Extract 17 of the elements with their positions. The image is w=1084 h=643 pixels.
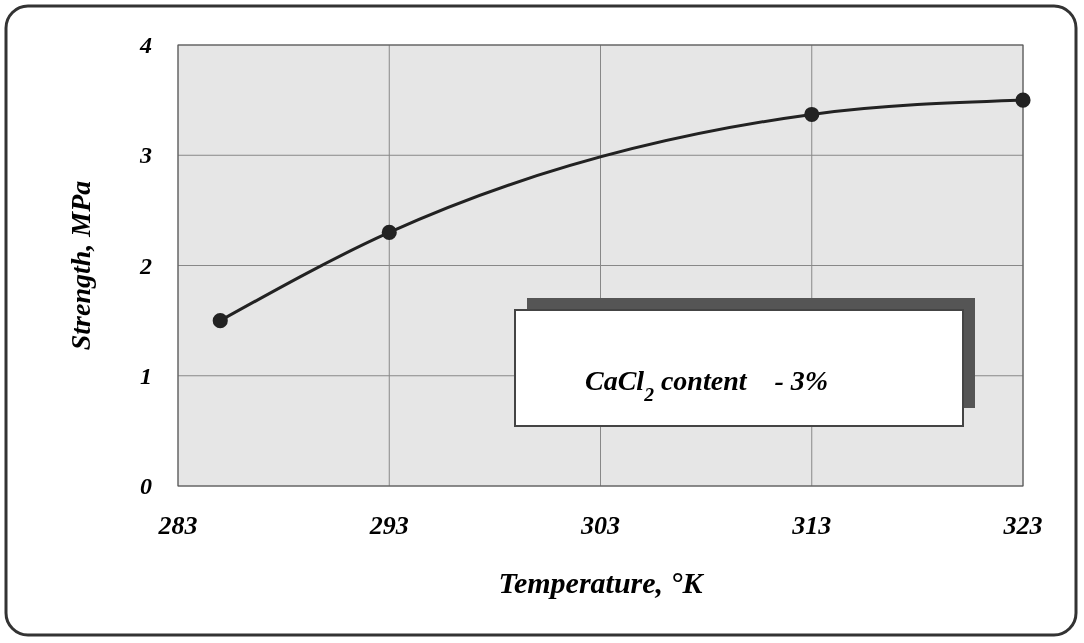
annotation: CaCl$_{2}$ content - 3%	[585, 365, 829, 405]
y-tick-label: 0	[140, 473, 152, 499]
y-tick-label: 3	[139, 142, 152, 169]
x-tick-label: 283	[157, 511, 198, 540]
point	[1015, 92, 1031, 108]
x-axis-title: Temperature, °K	[498, 566, 705, 599]
y-axis-title: Strength, MPa	[65, 180, 96, 351]
y-tick-label: 1	[140, 362, 152, 389]
x-tick-label: 303	[580, 511, 620, 540]
x-tick-label: 293	[368, 511, 409, 540]
point	[804, 106, 820, 123]
point	[381, 224, 397, 240]
x-tick-label: 313	[791, 511, 832, 540]
y-tick-label: 2	[139, 252, 152, 279]
x-tick-label: 323	[1002, 511, 1043, 540]
point	[212, 313, 228, 329]
y-tick-label: 4	[139, 32, 152, 58]
